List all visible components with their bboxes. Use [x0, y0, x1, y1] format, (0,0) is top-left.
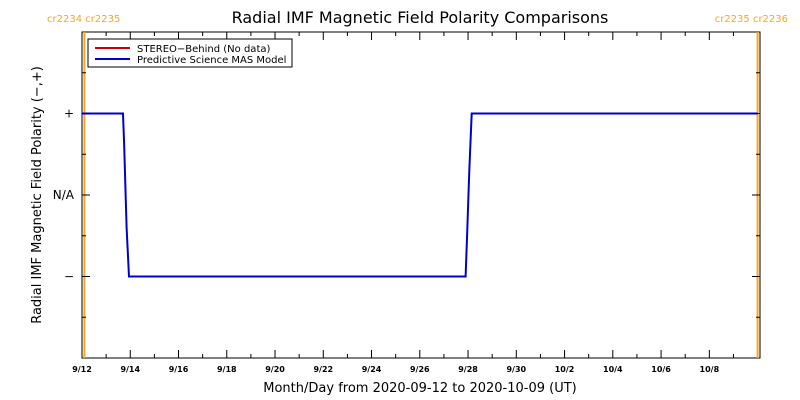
- x-tick-label: 10/4: [603, 365, 623, 374]
- x-tick-label: 9/30: [506, 365, 526, 374]
- x-tick-label: 9/14: [120, 365, 140, 374]
- x-axis: 9/12 9/14 9/16 9/18 9/20 9/22 9/24 9/26 9/28 9/30…: [72, 32, 734, 374]
- x-tick-label: 10/8: [700, 365, 720, 374]
- series-layer: [82, 112, 758, 278]
- x-tick-label: 9/12: [72, 365, 92, 374]
- carrington-labels: cr2234 cr2235 cr2235 cr2236: [47, 14, 788, 25]
- series-line: [82, 112, 758, 278]
- x-tick-label: 10/2: [555, 365, 575, 374]
- legend: STEREO−Behind (No data)Predictive Scienc…: [87, 38, 293, 68]
- x-tick-label: 9/28: [458, 365, 478, 374]
- x-tick-label: 9/26: [410, 365, 430, 374]
- x-tick-label: 9/16: [169, 365, 189, 374]
- legend-label: Predictive Science MAS Model: [137, 55, 286, 66]
- legend-label: STEREO−Behind (No data): [137, 44, 270, 55]
- x-axis-label: Month/Day from 2020-09-12 to 2020-10-09 …: [263, 381, 576, 396]
- x-tick-label: 9/22: [313, 365, 333, 374]
- y-tick-label: N/A: [53, 188, 75, 202]
- x-tick-label: 10/6: [651, 365, 671, 374]
- y-tick-label: +: [64, 107, 74, 121]
- x-tick-label: 9/20: [265, 365, 285, 374]
- y-axis: + N/A −: [53, 72, 760, 318]
- y-tick-label: −: [64, 270, 74, 284]
- carrington-markers: [83, 32, 759, 358]
- carrington-label: cr2234 cr2235: [47, 14, 120, 25]
- x-tick-label: 9/24: [362, 365, 382, 374]
- carrington-label: cr2235 cr2236: [715, 14, 788, 25]
- plot-frame: [81, 31, 761, 359]
- y-axis-label: Radial IMF Magnetic Field Polarity (−,+): [30, 66, 45, 324]
- chart-title: Radial IMF Magnetic Field Polarity Compa…: [232, 8, 609, 27]
- x-tick-label: 9/18: [217, 365, 237, 374]
- legend-box: [87, 38, 293, 68]
